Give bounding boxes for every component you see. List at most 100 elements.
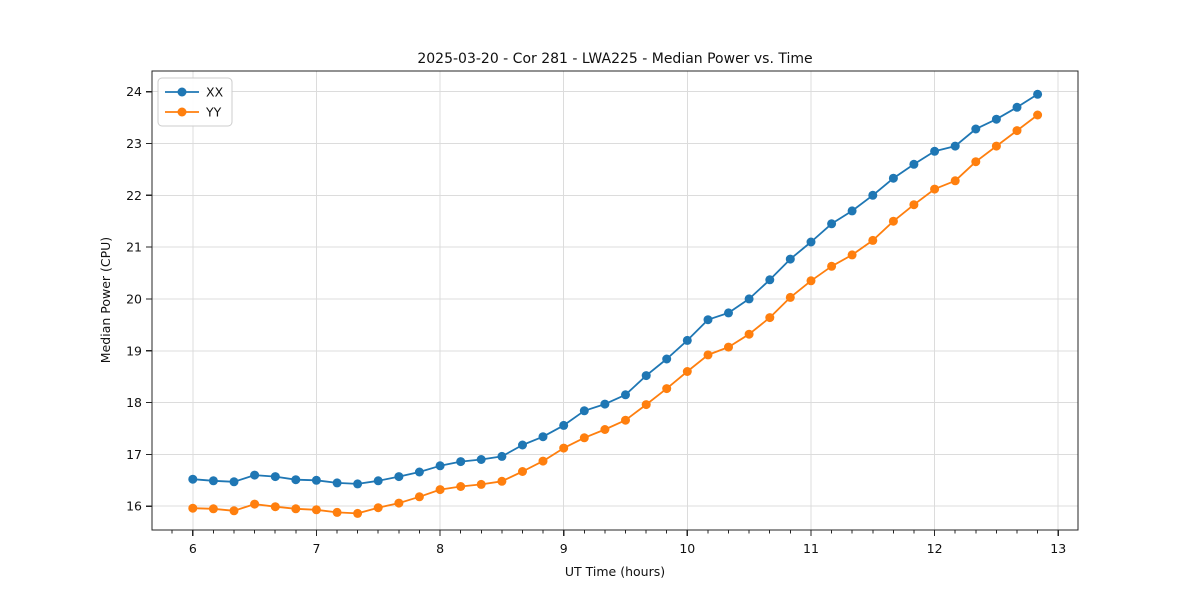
axis-ticks [146,91,1059,536]
data-point [724,308,733,318]
data-point [229,477,239,487]
data-point [497,451,507,461]
data-point [600,425,610,434]
data-point [332,478,342,488]
legend-sample-marker-xx [177,87,187,97]
data-point [744,294,754,304]
y-tick-label: 23 [126,136,142,151]
data-point [373,476,383,486]
data-point [188,474,198,484]
data-point [888,173,898,183]
data-point [373,503,383,513]
legend-box [157,77,233,127]
data-point [682,335,692,345]
data-point [188,503,198,513]
data-point [414,467,424,477]
data-point [332,507,342,517]
y-tick-label: 20 [126,291,142,306]
data-point [1012,126,1022,136]
data-point [579,406,589,416]
data-point [930,184,940,194]
data-point [724,342,733,352]
data-point [476,479,486,489]
plot-border [151,70,1079,531]
data-point [785,254,795,264]
x-tick-label: 11 [803,541,819,556]
data-point [538,432,548,442]
x-tick-label: 6 [189,541,197,556]
data-point [641,400,651,410]
data-point [435,461,445,471]
data-point [703,315,713,325]
data-point [600,399,610,409]
data-point [414,492,424,502]
chart-title: 2025-03-20 - Cor 281 - LWA225 - Median P… [417,51,812,67]
data-point [579,433,589,443]
y-tick-label: 16 [126,499,142,514]
legend-sample-marker-yy [177,107,187,117]
series-xx [188,89,1043,489]
gridlines [152,71,1078,530]
data-point [909,200,919,210]
data-point [497,476,507,486]
x-tick-label: 10 [679,541,695,556]
data-point [559,443,569,453]
data-point [311,505,321,515]
data-point [1012,102,1022,112]
data-point [291,475,301,485]
data-point [806,276,816,286]
data-point [353,479,363,489]
data-point [270,502,280,512]
axis-tick-labels: 6 7 8 9 10 11 12 13 16 17 18 19 20 21 22 23 24 [126,84,1066,556]
data-point [435,485,445,495]
data-point [250,470,260,480]
data-point [621,415,630,425]
data-point [456,457,466,467]
data-point [476,455,486,464]
data-point [662,384,672,394]
data-point [991,114,1001,124]
data-series [188,89,1043,518]
data-point [621,390,630,400]
data-point [311,475,321,485]
x-tick-label: 7 [312,541,320,556]
data-point [827,219,837,229]
data-point [518,467,527,476]
y-tick-label: 22 [126,188,142,203]
legend-label-yy: YY [205,105,222,120]
data-point [703,350,713,360]
data-point [229,506,239,516]
data-point [1033,110,1043,120]
data-point [785,292,795,302]
data-point [930,146,940,156]
plot-area [152,71,1078,530]
data-point [744,329,754,339]
data-point [250,499,260,509]
data-point [518,440,527,450]
series-yy [188,110,1043,518]
x-tick-label: 13 [1050,541,1066,556]
data-point [909,159,919,169]
data-point [559,420,569,430]
x-axis-label: UT Time (hours) [565,564,665,579]
y-tick-label: 17 [126,447,142,462]
data-point [868,190,878,200]
data-point [682,367,692,376]
data-point [353,508,363,518]
x-tick-label: 8 [436,541,444,556]
x-tick-label: 12 [927,541,943,556]
data-point [538,456,548,466]
legend: XX YY [157,77,233,127]
data-point [394,472,404,482]
data-point [847,206,857,216]
data-point [888,216,898,226]
data-point [806,237,816,247]
y-tick-label: 18 [126,395,142,410]
data-point [971,157,981,167]
data-point [641,371,651,381]
data-point [662,354,672,364]
y-tick-label: 21 [126,240,142,255]
legend-label-xx: XX [206,85,224,100]
